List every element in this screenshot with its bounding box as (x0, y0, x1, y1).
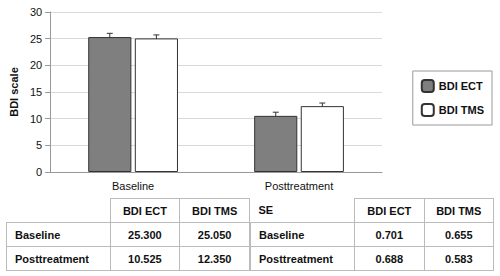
svg-text:10: 10 (30, 113, 42, 125)
html-text:Posttreatment: Posttreatment (15, 252, 89, 265)
svg-text:20: 20 (30, 59, 42, 71)
html-text:Baseline: Baseline (15, 228, 61, 241)
svg-text:BDI TMS: BDI TMS (439, 104, 484, 116)
html-text:0.688: 0.688 (375, 252, 404, 265)
html-text:0.655: 0.655 (445, 228, 473, 241)
svg-text:BDI ECT: BDI ECT (439, 80, 483, 92)
html-text:0.583: 0.583 (445, 252, 473, 265)
html-text:25.300: 25.300 (128, 228, 162, 241)
html-text:Baseline: Baseline (259, 228, 305, 241)
html-text:BDI TMS: BDI TMS (436, 204, 482, 217)
html-text:SE: SE (258, 204, 274, 217)
svg-text:BDI scale: BDI scale (8, 67, 20, 117)
html-text:0.701: 0.701 (375, 228, 404, 241)
html-text:BDI ECT: BDI ECT (367, 204, 412, 217)
html-text:10.525: 10.525 (128, 252, 162, 265)
svg-text:Baseline: Baseline (112, 180, 154, 192)
html-text:25.050: 25.050 (197, 228, 232, 241)
html-text:12.350: 12.350 (197, 252, 232, 265)
svg-text:Posttreatment: Posttreatment (265, 180, 333, 192)
svg-text:25: 25 (30, 33, 42, 45)
svg-text:30: 30 (30, 6, 42, 18)
svg-text:15: 15 (30, 86, 42, 98)
svg-text:0: 0 (36, 166, 42, 178)
html-text:BDI TMS: BDI TMS (192, 204, 238, 217)
svg-text:5: 5 (36, 139, 42, 151)
html-text:BDI ECT: BDI ECT (122, 204, 167, 217)
html-text:Posttreatment: Posttreatment (259, 252, 333, 265)
